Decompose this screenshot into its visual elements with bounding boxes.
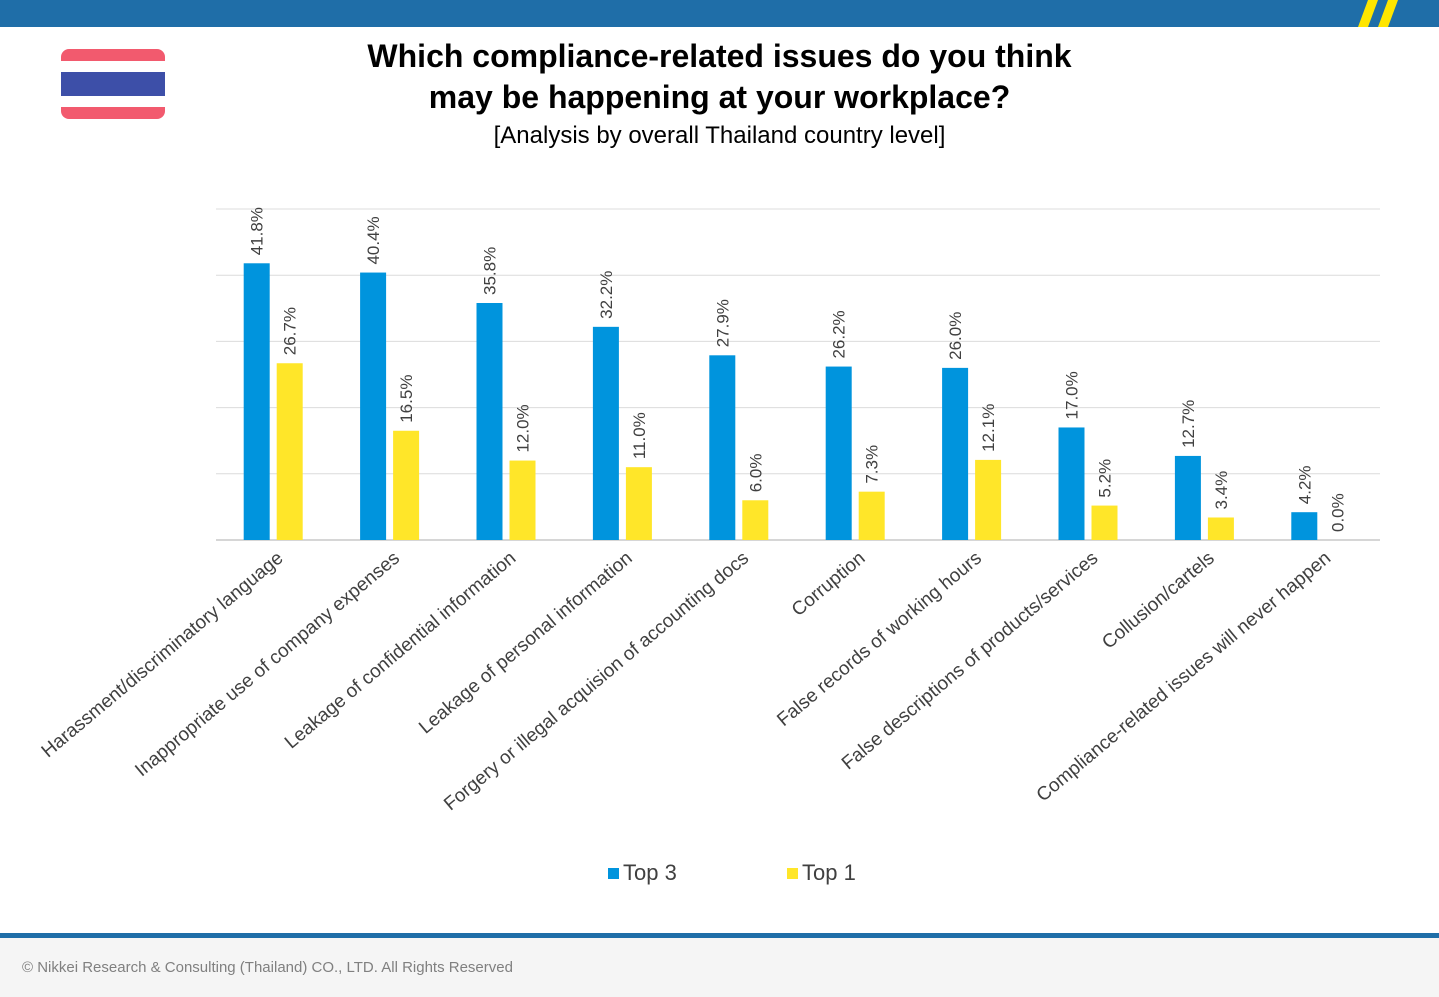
bar-top3 [1174, 455, 1201, 540]
legend-item-top1: Top 1 [787, 860, 856, 886]
data-label: 26.2% [830, 310, 849, 358]
bar-top3 [825, 366, 852, 540]
chart-subtitle: [Analysis by overall Thailand country le… [493, 122, 946, 149]
data-label: 32.2% [597, 271, 616, 319]
category-label: Leakage of confidential information [281, 548, 520, 754]
data-label: 11.0% [630, 412, 649, 459]
brand-stripes-icon [1358, 0, 1398, 27]
bar-top1 [858, 491, 885, 540]
data-label: 12.0% [514, 404, 533, 452]
bar-top1 [1091, 505, 1118, 540]
category-label: False records of working hours [773, 548, 986, 731]
data-label: 35.8% [481, 247, 500, 295]
data-label: 41.8% [248, 207, 267, 255]
copyright-text: © Nikkei Research & Consulting (Thailand… [22, 959, 513, 976]
data-label: 0.0% [1328, 493, 1347, 532]
category-label: Harassment/discriminatory language [38, 548, 288, 762]
data-label: 17.0% [1063, 371, 1082, 419]
data-label: 16.5% [397, 375, 416, 423]
legend-swatch-top1 [787, 867, 798, 879]
legend-item-top3: Top 3 [608, 860, 677, 886]
footer: © Nikkei Research & Consulting (Thailand… [0, 938, 1439, 997]
bar-top3 [360, 272, 387, 540]
bar-top1 [276, 363, 303, 540]
bar-top3 [709, 355, 736, 540]
legend-swatch-top3 [608, 867, 619, 879]
bars [243, 263, 1318, 540]
data-label: 27.9% [713, 299, 732, 347]
data-label: 5.2% [1096, 459, 1115, 498]
bar-top1 [625, 467, 652, 540]
chart-title-line-2: may be happening at your workplace? [428, 79, 1011, 115]
data-labels: 41.8% 26.7% 40.4% 16.5% 35.8% 12.0% 32.2% 11.0%… [248, 207, 1348, 532]
top-banner [0, 0, 1439, 27]
bar-top1 [509, 460, 536, 540]
chart-title-line-1: Which compliance-related issues do you t… [367, 38, 1072, 74]
category-label: Collusion/cartels [1098, 548, 1218, 654]
data-label: 6.0% [746, 454, 765, 493]
thailand-flag-icon [61, 49, 165, 119]
bar-top1 [975, 459, 1002, 540]
bar-top3 [476, 303, 503, 540]
data-label: 12.1% [979, 404, 998, 452]
data-label: 26.7% [281, 307, 300, 355]
legend-label-top3: Top 3 [623, 860, 677, 885]
legend-label-top1: Top 1 [802, 860, 856, 885]
bar-top3 [1291, 512, 1318, 540]
bar-top1 [1207, 517, 1234, 540]
category-label: Inappropriate use of company expenses [131, 548, 403, 781]
data-label: 26.0% [946, 312, 965, 360]
category-label: Corruption [788, 548, 869, 621]
category-label: False descriptions of products/services [838, 548, 1102, 775]
bar-top3 [942, 367, 969, 540]
data-label: 4.2% [1295, 465, 1314, 504]
bar-top3 [592, 326, 619, 540]
bar-top3 [1058, 427, 1085, 540]
data-label: 12.7% [1179, 400, 1198, 448]
data-label: 7.3% [863, 445, 882, 484]
category-label: Leakage of personal information [415, 548, 636, 739]
chart-title: Which compliance-related issues do you t… [0, 36, 1439, 118]
category-labels: Harassment/discriminatory languageInappr… [38, 548, 1335, 815]
bar-top1 [742, 500, 769, 540]
bar-top3 [243, 263, 270, 540]
data-label: 40.4% [364, 216, 383, 264]
data-label: 3.4% [1212, 471, 1231, 510]
bar-top1 [393, 430, 420, 540]
gridlines [216, 208, 1380, 541]
footer-divider [0, 933, 1439, 938]
